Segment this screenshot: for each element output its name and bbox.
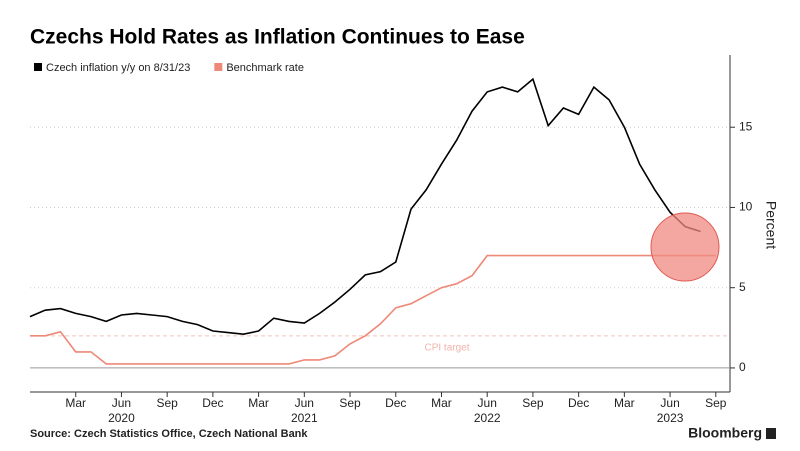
x-tick-label: Jun	[660, 396, 679, 410]
y-tick-label: 15	[739, 119, 753, 133]
legend-label: Czech inflation y/y on 8/31/23	[46, 62, 190, 74]
legend-label: Benchmark rate	[226, 62, 304, 74]
x-tick-label: Sep	[522, 396, 544, 410]
x-tick-label: Mar	[431, 396, 452, 410]
x-tick-label: Jun	[112, 396, 131, 410]
x-tick-label: Dec	[202, 396, 223, 410]
x-tick-label: Sep	[156, 396, 178, 410]
legend-swatch	[214, 63, 223, 71]
x-tick-label: Dec	[568, 396, 589, 410]
legend-bg	[28, 58, 318, 78]
x-tick-label: Sep	[339, 396, 361, 410]
x-year-label: 2022	[474, 411, 501, 425]
x-year-label: 2023	[657, 411, 684, 425]
brand: Bloomberg	[688, 425, 762, 441]
x-tick-label: Jun	[295, 396, 314, 410]
y-tick-label: 10	[739, 200, 753, 214]
x-tick-label: Mar	[248, 396, 269, 410]
y-tick-label: 5	[739, 280, 746, 294]
x-tick-label: Mar	[614, 396, 635, 410]
y-tick-label: 0	[739, 360, 746, 374]
x-tick-label: Jun	[478, 396, 497, 410]
cpi-target-label: CPI target	[424, 342, 469, 353]
source-note: Source: Czech Statistics Office, Czech N…	[30, 428, 308, 440]
brand-icon	[766, 428, 776, 439]
legend-swatch	[34, 63, 42, 71]
x-tick-label: Sep	[705, 396, 727, 410]
x-tick-label: Mar	[65, 396, 86, 410]
chart-title: Czechs Hold Rates as Inflation Continues…	[30, 26, 525, 49]
highlight-circle	[650, 212, 720, 282]
series-line	[29, 77, 701, 336]
x-tick-label: Dec	[385, 396, 406, 410]
x-year-label: 2021	[291, 411, 318, 425]
x-year-label: 2020	[108, 411, 135, 425]
series-line	[30, 254, 716, 365]
y-axis-label: Percent	[763, 201, 779, 249]
